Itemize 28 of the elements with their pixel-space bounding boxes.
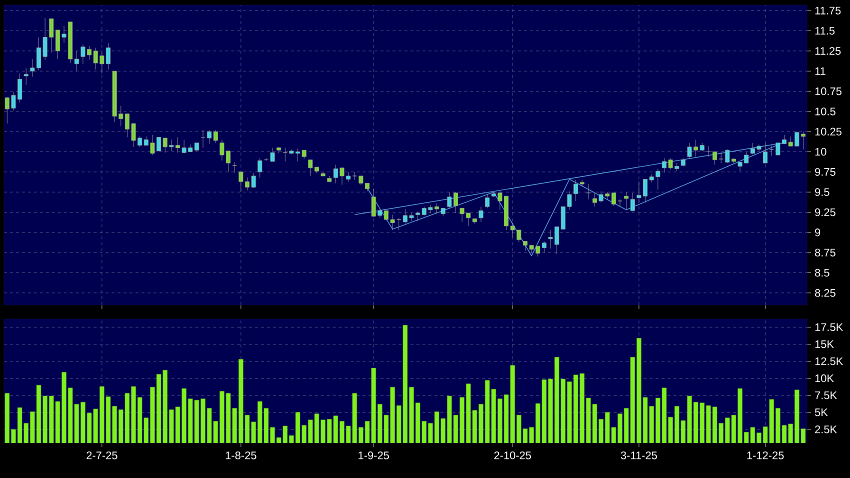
y-tick-label: 8.25 [815,289,836,297]
y-tick-label: 10.5 [815,108,836,116]
y-tick-label: 9.25 [815,208,836,216]
y-tick-label: 10 [815,148,826,156]
y-tick-label: 9 [815,228,820,236]
x-tick-label: 1-12-25 [747,452,784,460]
y-tick-label: 7.5K [815,391,837,400]
y-tick-label: 5K [814,408,828,416]
y-tick-label: 15K [815,340,834,348]
x-tick-label: 2-7-25 [86,452,118,460]
x-tick-label: 3-11-25 [620,452,657,460]
y-tick-label: 11.75 [815,6,841,14]
x-tick-label: 1-9-25 [358,452,389,460]
y-tick-label: 11.25 [815,47,841,55]
y-tick-label: 10.75 [815,87,842,96]
y-tick-label: 10.25 [815,128,842,136]
y-tick-label: 12.5K [815,357,844,366]
y-tick-label: 17.5K [815,323,844,331]
y-tick-label: 2.5K [815,426,837,434]
y-tick-label: 11 [815,67,826,75]
y-tick-label: 8.75 [815,248,836,256]
y-tick-label: 10K [815,374,834,382]
y-tick-label: 9.5 [815,188,830,196]
y-tick-label: 9.75 [815,168,836,176]
x-tick-label: 2-10-25 [494,452,532,460]
x-tick-label: 1-8-25 [226,452,256,460]
y-tick-label: 11.5 [815,26,835,35]
y-tick-label: 8.5 [815,268,830,277]
